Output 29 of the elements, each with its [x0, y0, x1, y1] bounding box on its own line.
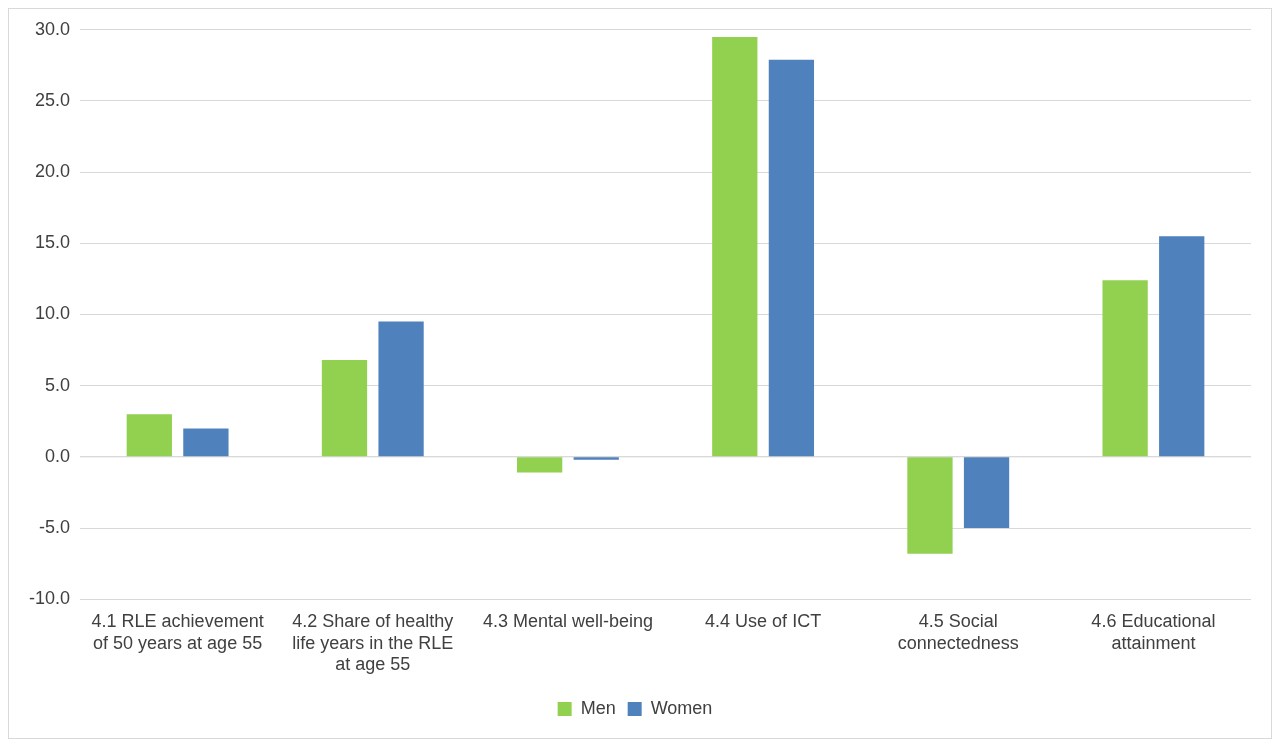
- y-tick-label: 10.0: [34, 303, 71, 324]
- bar: [321, 360, 368, 457]
- bar: [907, 457, 953, 554]
- x-tick-label: 4.5 Social connectedness: [897, 610, 1019, 653]
- y-tick-label: 15.0: [34, 232, 71, 253]
- x-tick-label: 4.2 Share of healthy life years in the RLE at age 55: [292, 610, 454, 675]
- y-tick-label: -5.0: [39, 516, 71, 537]
- bar: [768, 59, 815, 457]
- bar: [712, 36, 758, 457]
- x-tick-label: 4.4 Use of ICT: [705, 610, 822, 631]
- legend-label: Men: [580, 697, 616, 718]
- y-tick-label: 25.0: [34, 89, 71, 110]
- bar: [378, 321, 424, 457]
- x-tick-label: 4.1 RLE achievement of 50 years at age 55: [91, 610, 264, 653]
- bar: [573, 457, 619, 460]
- x-tick-label: 4.3 Mental well-being: [482, 610, 653, 631]
- y-tick-label: -10.0: [29, 588, 71, 609]
- bar: [963, 457, 1010, 529]
- y-tick-label: 5.0: [45, 374, 71, 395]
- y-tick-label: 0.0: [45, 445, 71, 466]
- x-tick-label: 4.6 Educational attainment: [1091, 610, 1216, 653]
- bar: [1159, 236, 1205, 457]
- bar: [183, 428, 229, 457]
- y-tick-label: 20.0: [34, 161, 71, 182]
- bar: [517, 457, 563, 473]
- bar: [126, 414, 172, 457]
- y-tick-label: 30.0: [34, 18, 71, 39]
- bar: [1102, 280, 1148, 457]
- legend-label: Women: [650, 697, 713, 718]
